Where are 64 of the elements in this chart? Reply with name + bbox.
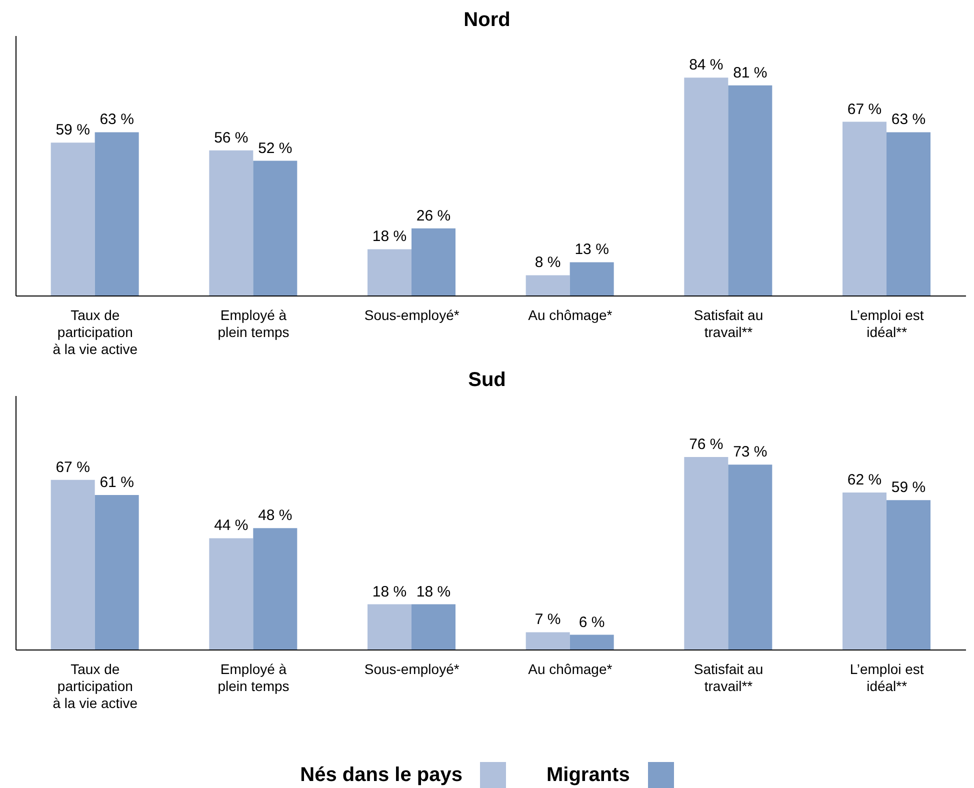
data-label: 62 % bbox=[847, 472, 882, 489]
x-tick-label: Taux de participation à la vie active bbox=[52, 307, 138, 357]
bar bbox=[570, 262, 614, 296]
bar bbox=[94, 495, 139, 650]
x-tick-label: L’emploi est idéal** bbox=[850, 661, 924, 694]
bar bbox=[842, 492, 886, 650]
bar bbox=[526, 632, 570, 650]
data-label: 84 % bbox=[689, 56, 724, 74]
bar bbox=[253, 528, 298, 650]
bar bbox=[728, 464, 772, 650]
data-label: 67 % bbox=[56, 458, 90, 476]
data-label: 61 % bbox=[100, 474, 134, 492]
legend-label: Nés dans le pays bbox=[300, 764, 462, 786]
bar bbox=[368, 249, 412, 296]
bar bbox=[209, 538, 254, 650]
legend-label: Migrants bbox=[546, 764, 630, 786]
bar bbox=[209, 150, 254, 296]
data-label: 63 % bbox=[891, 111, 926, 128]
data-label: 13 % bbox=[574, 241, 609, 258]
bar bbox=[842, 122, 886, 296]
x-tick-label: Taux de participation à la vie active bbox=[52, 661, 138, 711]
bar bbox=[684, 78, 728, 296]
data-label: 48 % bbox=[258, 507, 292, 524]
data-label: 7 % bbox=[534, 611, 561, 628]
bar bbox=[728, 85, 772, 296]
bar bbox=[886, 500, 930, 650]
data-label: 73 % bbox=[733, 444, 768, 461]
x-tick-label: Sous-employé* bbox=[364, 307, 460, 323]
data-label: 76 % bbox=[689, 436, 724, 453]
x-tick-label: Satisfait au travail** bbox=[694, 661, 764, 694]
data-label: 18 % bbox=[416, 583, 451, 600]
x-tick-label: Employé à plein temps bbox=[218, 307, 290, 340]
bar bbox=[94, 132, 139, 296]
data-label: 18 % bbox=[372, 228, 407, 246]
x-tick-label: Sous-employé* bbox=[364, 661, 460, 677]
bar bbox=[412, 228, 456, 296]
data-label: 6 % bbox=[578, 614, 605, 631]
bar bbox=[50, 480, 95, 650]
data-label: 56 % bbox=[214, 129, 248, 146]
chart-title: Nord bbox=[462, 8, 512, 32]
bar bbox=[570, 634, 614, 650]
bar bbox=[886, 132, 930, 296]
bar bbox=[526, 275, 570, 296]
data-label: 52 % bbox=[258, 140, 292, 157]
x-tick-label: Au chômage* bbox=[528, 307, 613, 323]
bar bbox=[412, 604, 456, 650]
data-label: 26 % bbox=[416, 207, 451, 224]
data-label: 81 % bbox=[733, 64, 768, 82]
data-label: 44 % bbox=[214, 517, 248, 534]
data-label: 59 % bbox=[891, 479, 926, 496]
bar bbox=[253, 160, 298, 296]
data-label: 67 % bbox=[847, 100, 882, 118]
bar bbox=[368, 604, 412, 650]
data-label: 8 % bbox=[534, 254, 561, 272]
bar bbox=[50, 142, 95, 296]
chart-title: Sud bbox=[467, 368, 507, 392]
x-tick-label: Au chômage* bbox=[528, 661, 613, 677]
data-label: 18 % bbox=[372, 583, 407, 600]
data-label: 59 % bbox=[56, 122, 90, 139]
bar bbox=[684, 456, 728, 650]
x-tick-label: L’emploi est idéal** bbox=[850, 307, 924, 340]
x-tick-label: Satisfait au travail** bbox=[694, 307, 764, 340]
x-tick-label: Employé à plein temps bbox=[218, 661, 290, 694]
data-label: 63 % bbox=[100, 111, 134, 128]
